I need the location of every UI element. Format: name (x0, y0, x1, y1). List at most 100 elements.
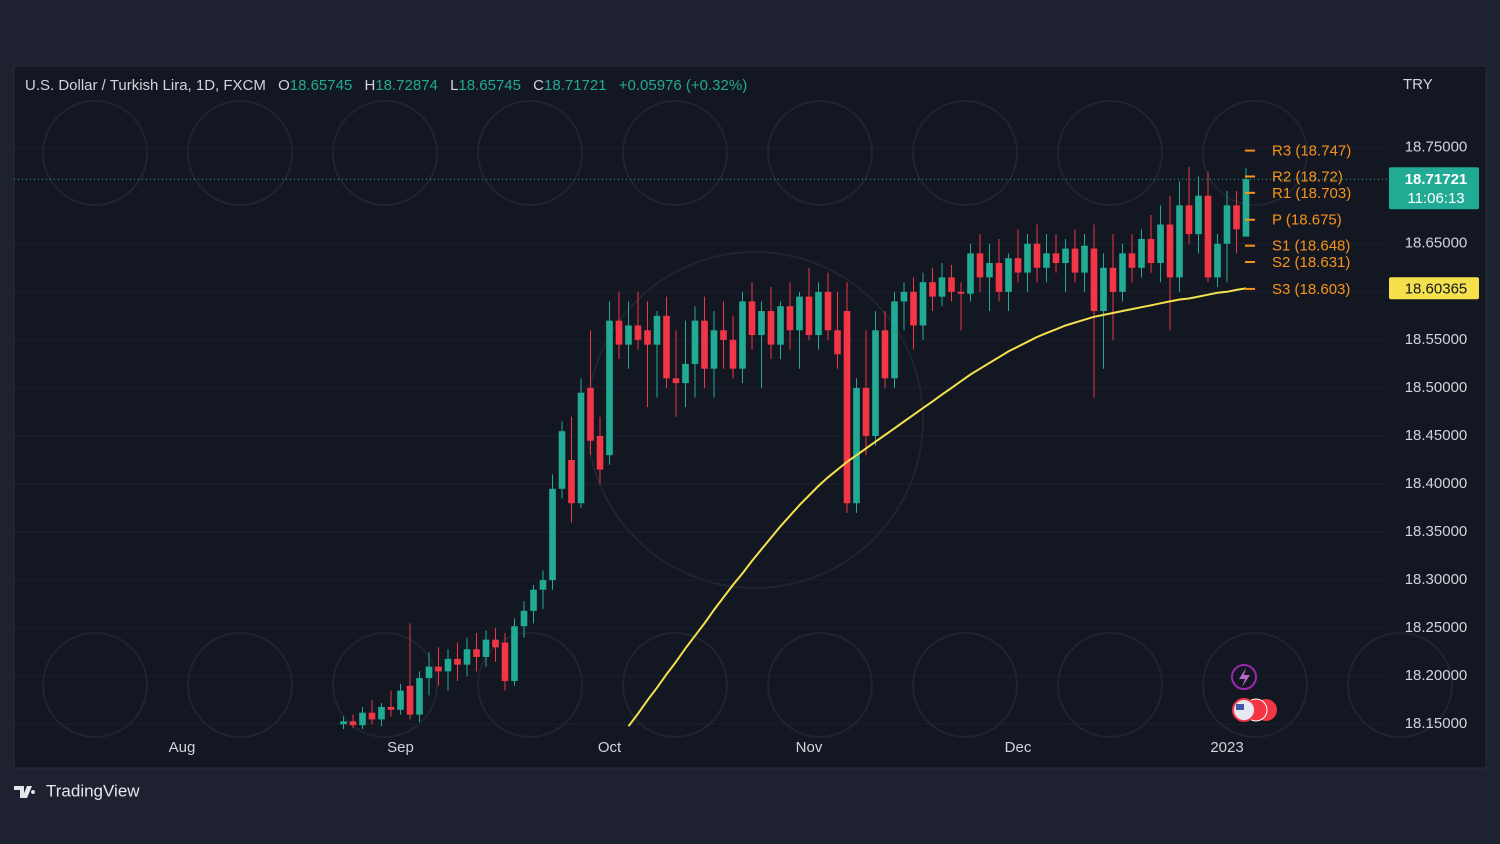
candle-body (1109, 267, 1117, 292)
ohlc-value: 18.72874 (375, 77, 438, 94)
candle-body (549, 488, 556, 581)
candle-body (758, 311, 765, 336)
candle-body (625, 325, 632, 345)
candle-body (1147, 238, 1155, 263)
watermarks (42, 100, 1453, 738)
pivot-label: R1 (18.703) (1272, 185, 1351, 202)
candle-body (853, 387, 860, 504)
candle-body (1071, 248, 1079, 273)
candle-body (1100, 267, 1107, 312)
candle-body (577, 392, 585, 504)
candle-body (520, 610, 528, 627)
x-tick-label: 2023 (1210, 739, 1243, 756)
x-tick-label: Oct (598, 739, 622, 756)
candle-body (558, 431, 566, 489)
y-tick-label: 18.75000 (1405, 139, 1468, 156)
ma-price-tag (1389, 277, 1479, 300)
candle-body (653, 315, 661, 345)
candle-body (805, 296, 813, 336)
candle-body (349, 721, 357, 726)
candle-body (957, 291, 965, 294)
candle-body (568, 459, 575, 504)
candle-body (511, 626, 518, 681)
candle-body (938, 277, 946, 297)
candle-body (378, 706, 385, 720)
pivot-label: R3 (18.747) (1272, 143, 1351, 160)
chart-panel (13, 65, 1487, 769)
grid (14, 147, 1388, 725)
x-tick-label: Dec (1005, 739, 1032, 756)
pivot-label: S3 (18.603) (1272, 281, 1350, 298)
candle-body (919, 282, 927, 326)
candle-body (701, 320, 708, 369)
pivot-label: S2 (18.631) (1272, 254, 1350, 271)
event-icons (1231, 664, 1277, 722)
candle-body (539, 580, 547, 590)
pivot-label: S1 (18.648) (1272, 238, 1350, 255)
candle-body (843, 311, 851, 504)
candle-body (435, 666, 442, 672)
candle-body (995, 262, 1003, 292)
candle-body (1138, 238, 1145, 268)
candle-body (786, 306, 794, 331)
ohlc-label: L (450, 77, 458, 94)
ohlc-value: 18.65745 (458, 77, 521, 94)
candle-body (891, 301, 898, 379)
candle-body (929, 282, 936, 297)
x-tick-label: Aug (169, 739, 196, 756)
candle-body (1195, 195, 1202, 235)
y-tick-label: 18.30000 (1405, 571, 1468, 588)
candle-body (1204, 195, 1212, 278)
candle-body (368, 712, 376, 720)
candle-body (796, 296, 803, 331)
candle-body (691, 320, 699, 364)
plot (14, 166, 1388, 730)
candle-body (862, 387, 870, 436)
y-tick-label: 18.50000 (1405, 379, 1468, 396)
candle-body (1081, 245, 1088, 273)
countdown: 11:06:13 (1407, 190, 1464, 207)
candle-body (986, 262, 993, 278)
candle-body (672, 378, 680, 384)
candle-body (406, 685, 414, 715)
candle-body (340, 721, 347, 725)
candle-body (425, 666, 433, 679)
candle-body (444, 658, 452, 672)
candle-body (834, 330, 841, 355)
header: U.S. Dollar / Turkish Lira, 1D, FXCM O18… (25, 77, 747, 94)
candle-body (606, 320, 613, 456)
ohlc-label: H (364, 77, 375, 94)
symbol-title: U.S. Dollar / Turkish Lira, 1D, FXCM (25, 77, 266, 94)
candle-body (948, 277, 955, 292)
candle-body (615, 320, 623, 345)
candle-body (596, 435, 604, 470)
candle-body (482, 639, 490, 657)
brand: TradingView (46, 781, 140, 800)
candle-body (710, 330, 718, 369)
candle-body (1033, 243, 1041, 268)
candle-body (1242, 179, 1250, 237)
candle-body (1005, 258, 1012, 292)
candle-body (1014, 258, 1022, 273)
candle-body (777, 306, 784, 345)
candle-body (1233, 205, 1240, 230)
y-tick-label: 18.20000 (1405, 667, 1468, 684)
moving-average (627, 287, 1247, 727)
y-tick-label: 18.55000 (1405, 331, 1468, 348)
candle-body (767, 311, 775, 345)
ohlc-label: O (278, 77, 290, 94)
candle-body (1166, 224, 1174, 278)
candle-body (663, 315, 670, 379)
candle-body (397, 690, 404, 710)
candle-body (501, 642, 509, 681)
candle-body (1176, 205, 1183, 278)
last-price-tag (1389, 167, 1479, 210)
candle-body (1024, 243, 1031, 273)
pivot-label: R2 (18.72) (1272, 168, 1343, 185)
ohlc-value: 18.65745 (290, 77, 353, 94)
logo: TradingView (14, 781, 140, 800)
candle-body (910, 291, 917, 326)
candle-body (530, 589, 537, 611)
